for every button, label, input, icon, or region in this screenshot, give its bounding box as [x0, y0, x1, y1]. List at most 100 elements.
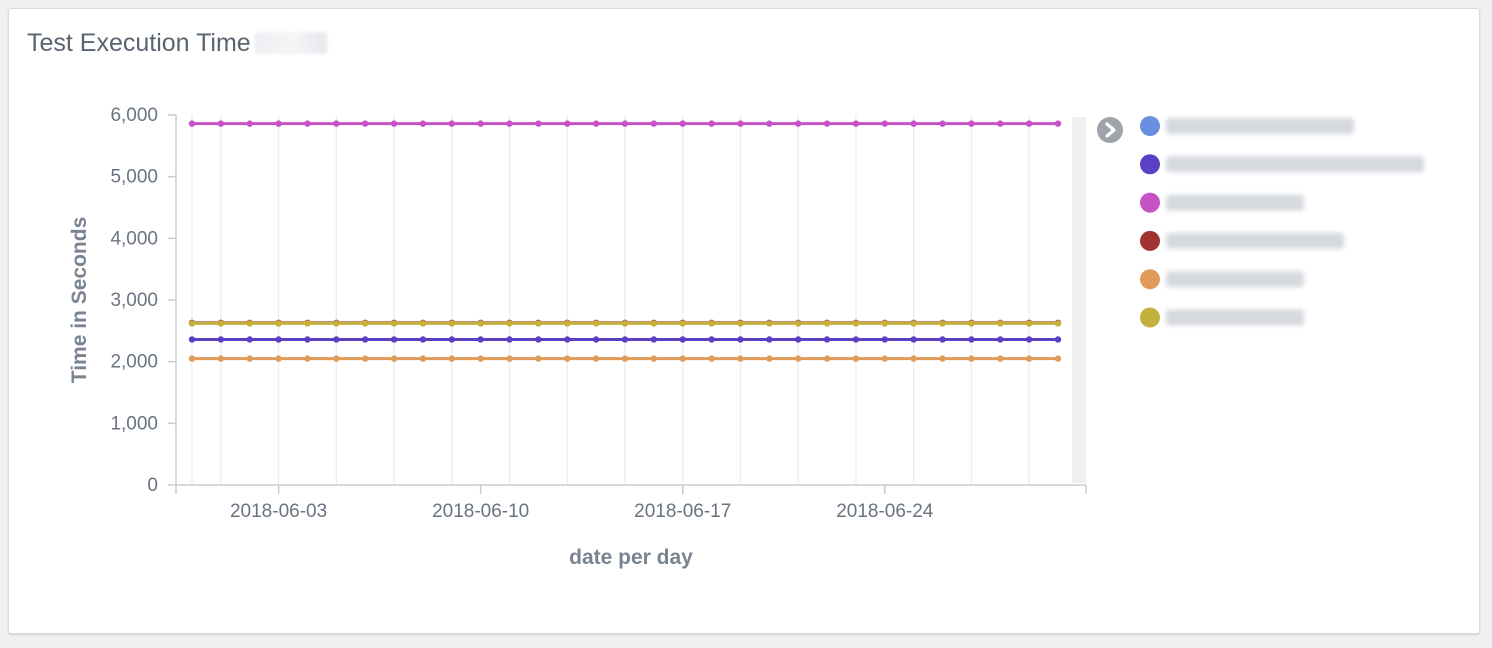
data-point	[968, 336, 975, 343]
data-point	[737, 355, 744, 362]
data-point	[621, 320, 629, 327]
legend-marker	[1140, 307, 1160, 328]
data-point	[910, 120, 917, 127]
data-point	[448, 355, 455, 362]
data-point	[708, 355, 715, 362]
data-point	[419, 355, 427, 362]
data-point	[564, 355, 571, 362]
grid	[191, 115, 1030, 485]
y-tick-label: 2,000	[110, 352, 158, 373]
legend-item[interactable]	[1140, 154, 1424, 175]
y-tick-label: 5,000	[110, 167, 158, 188]
legend-label-redacted	[1166, 232, 1344, 249]
data-point	[592, 120, 600, 127]
legend-item[interactable]	[1140, 269, 1304, 290]
data-point	[939, 120, 946, 127]
legend-item[interactable]	[1140, 307, 1304, 328]
data-point	[708, 120, 715, 127]
data-point	[535, 336, 542, 343]
legend-marker	[1140, 116, 1160, 136]
y-tick-label: 0	[147, 475, 158, 496]
legend-item[interactable]	[1140, 230, 1344, 251]
data-point	[304, 120, 311, 127]
data-point	[823, 336, 831, 343]
data-point	[362, 355, 369, 362]
data-point	[506, 120, 513, 127]
data-point	[968, 120, 975, 127]
data-point	[564, 336, 571, 343]
data-point	[477, 320, 484, 327]
data-point	[448, 336, 455, 343]
chevron-right-circle-icon[interactable]	[1097, 117, 1123, 143]
data-point	[997, 120, 1004, 127]
data-point	[621, 120, 629, 127]
data-point	[506, 336, 513, 343]
data-point	[506, 320, 513, 327]
legend-marker	[1140, 192, 1160, 213]
data-point	[419, 320, 427, 327]
legend-item[interactable]	[1140, 116, 1354, 136]
data-point	[592, 336, 600, 343]
data-point	[333, 320, 340, 327]
axes: 0 1,000 2,000 3,000 4,000 5,000 6,000 2018-06-0…	[68, 105, 1087, 569]
data-point	[852, 120, 860, 127]
data-point	[1054, 336, 1062, 343]
data-point	[823, 355, 831, 362]
data-point	[939, 336, 946, 343]
data-point	[535, 320, 542, 327]
data-point	[333, 336, 340, 343]
data-point	[852, 355, 860, 362]
series-5	[188, 355, 1062, 362]
data-point	[766, 320, 773, 327]
data-point	[795, 355, 802, 362]
data-point	[188, 120, 196, 127]
data-point	[419, 336, 427, 343]
data-point	[679, 120, 686, 127]
legend-toggle-circle	[1097, 117, 1123, 143]
legend-label-redacted	[1166, 194, 1304, 211]
y-tick-label: 6,000	[110, 105, 158, 126]
series-group	[188, 120, 1062, 362]
legend-marker	[1140, 269, 1160, 290]
panel-title-text: Test Execution Time	[27, 29, 251, 57]
data-point	[275, 120, 282, 127]
data-point	[564, 320, 571, 327]
data-point	[275, 355, 282, 362]
legend-item[interactable]	[1140, 192, 1304, 213]
y-tick-label: 1,000	[110, 413, 158, 434]
data-point	[650, 336, 658, 343]
data-point	[737, 120, 744, 127]
data-point	[448, 320, 455, 327]
data-point	[390, 355, 398, 362]
data-point	[275, 320, 282, 327]
data-point	[477, 120, 484, 127]
data-point	[390, 120, 398, 127]
data-point	[881, 120, 888, 127]
series-6	[188, 320, 1062, 327]
data-point	[535, 120, 542, 127]
data-point	[246, 355, 253, 362]
data-point	[766, 336, 773, 343]
data-point	[362, 336, 369, 343]
data-point	[766, 355, 773, 362]
data-point	[333, 355, 340, 362]
data-point	[881, 355, 888, 362]
x-tick-label: 2018-06-17	[634, 501, 731, 522]
data-point	[217, 336, 225, 343]
data-point	[477, 355, 484, 362]
data-point	[679, 355, 686, 362]
data-point	[564, 120, 571, 127]
data-point	[766, 120, 773, 127]
data-point	[419, 120, 427, 127]
legend	[1072, 116, 1424, 483]
panel-title: Test Execution Time	[27, 29, 327, 58]
y-axis-title: Time in Seconds	[68, 217, 91, 384]
data-point	[188, 336, 196, 343]
data-point	[795, 336, 802, 343]
data-point	[650, 320, 658, 327]
data-point	[304, 355, 311, 362]
data-point	[823, 120, 831, 127]
data-point	[852, 336, 860, 343]
data-point	[217, 120, 225, 127]
data-point	[246, 336, 253, 343]
